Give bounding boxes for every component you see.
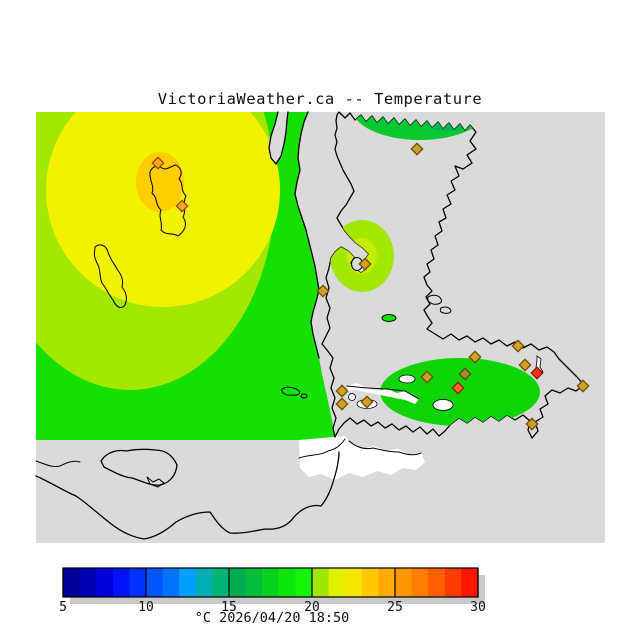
- colorbar: 5 10 15 20 25 30 °C 2026/04/20 18:50: [59, 567, 486, 626]
- coastline-south-island: [100, 448, 178, 486]
- station-marker: [151, 156, 165, 170]
- white-land-band: [299, 436, 425, 480]
- station-marker: [525, 417, 539, 431]
- colorbar-segment: [395, 568, 413, 597]
- colorbar-tick-label: 15: [221, 600, 237, 615]
- station-marker: [175, 199, 189, 213]
- colorbar-tick-label: 30: [470, 600, 486, 615]
- inner-bay: [432, 399, 454, 411]
- colorbar-tick-label: 10: [138, 600, 154, 615]
- colorbar-segment: [129, 568, 147, 597]
- colorbar-segment: [262, 568, 280, 597]
- colorbar-segment: [96, 568, 114, 597]
- colorbar-segment: [245, 568, 263, 597]
- harbour-channel-outline: [346, 385, 420, 400]
- colorbar-segment: [411, 568, 429, 597]
- colorbar-segment: [428, 568, 446, 597]
- station-marker: [335, 397, 349, 411]
- colorbar-segment: [63, 568, 81, 597]
- colorbar-segment: [278, 568, 296, 597]
- colorbar-segment: [461, 568, 479, 597]
- colorbar-segment: [378, 568, 396, 597]
- station-marker: [358, 257, 372, 271]
- coastline-south-main: [35, 451, 340, 540]
- station-marker: [316, 284, 330, 298]
- colorbar-segment: [328, 568, 346, 597]
- station-marker: [511, 339, 525, 353]
- colorbar-tick-label: 20: [304, 600, 320, 615]
- colorbar-caption: °C 2026/04/20 18:50: [195, 610, 349, 626]
- station-marker: [335, 384, 349, 398]
- station-marker: [420, 370, 434, 384]
- colorbar-segment: [295, 568, 313, 597]
- colorbar-segment: [361, 568, 379, 597]
- lagoon-2: [398, 374, 416, 384]
- colorbar-segments: [63, 568, 479, 597]
- colorbar-segment: [312, 568, 330, 597]
- colorbar-segment: [79, 568, 97, 597]
- colorbar-segment: [162, 568, 180, 597]
- station-marker: [468, 350, 482, 364]
- lagoon-3: [348, 393, 356, 401]
- colorbar-segment: [146, 568, 164, 597]
- station-markers: [151, 142, 590, 431]
- colorbar-tick-labels: 5 10 15 20 25 30: [59, 600, 486, 615]
- station-marker: [518, 358, 532, 372]
- southern-coastlines: [35, 448, 340, 540]
- colorbar-segment: [444, 568, 462, 597]
- island-green-small: [381, 314, 397, 322]
- station-marker: [458, 367, 472, 381]
- colorbar-segment: [112, 568, 130, 597]
- colorbar-segment: [179, 568, 197, 597]
- field-gold-hotspot: [136, 152, 184, 212]
- station-marker: [576, 379, 590, 393]
- temperature-field-left: [36, 111, 335, 440]
- station-marker: [410, 142, 424, 156]
- colorbar-tick-label: 25: [387, 600, 403, 615]
- coastline-white-band-1: [298, 438, 346, 459]
- island-small-southwest: [281, 386, 301, 396]
- coastline-northeast: [268, 111, 320, 359]
- field-dark-green-north: [352, 112, 488, 140]
- station-marker: [451, 381, 465, 395]
- colorbar-segment: [229, 568, 247, 597]
- colorbar-segment: [212, 568, 230, 597]
- station-marker: [360, 395, 374, 409]
- colorbar-segment: [345, 568, 363, 597]
- island-gray-1: [427, 294, 442, 305]
- station-marker: [530, 366, 544, 380]
- island-saltspring: [149, 164, 187, 237]
- island-skinny-west: [93, 244, 127, 308]
- colorbar-border: [62, 567, 479, 598]
- island-outlines: [93, 164, 452, 399]
- colorbar-segment: [195, 568, 213, 597]
- island-gray-2: [439, 306, 452, 314]
- coastline-white-band-2: [348, 440, 422, 456]
- coastline-south-islet: [146, 476, 165, 488]
- colorbar-tick-label: 5: [59, 600, 67, 615]
- map-title: VictoriaWeather.ca -- Temperature: [158, 90, 482, 108]
- coastline-west-fragment: [35, 460, 81, 467]
- islet-dot: [300, 393, 308, 399]
- out-of-domain-land: [298, 436, 425, 480]
